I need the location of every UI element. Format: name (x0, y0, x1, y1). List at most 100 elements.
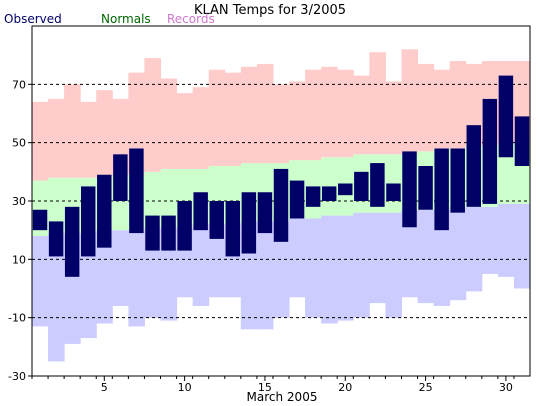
record-low-band (385, 212, 402, 318)
record-high-band (192, 87, 210, 169)
observed-bar (129, 148, 144, 234)
observed-bar (273, 168, 289, 242)
record-low-band (192, 224, 210, 306)
observed-bar (161, 215, 176, 251)
record-low-band (112, 230, 129, 306)
record-low-band (417, 209, 435, 304)
record-high-band (208, 69, 226, 166)
record-low-band (369, 212, 386, 304)
record-low-band (160, 227, 178, 321)
observed-bar (289, 180, 305, 219)
y-tick-label: 30 (12, 195, 26, 208)
observed-bar (434, 148, 449, 231)
record-low-band (321, 215, 338, 324)
record-high-band (353, 75, 370, 155)
record-high-band (385, 81, 402, 155)
record-high-band (144, 58, 162, 172)
x-tick-label: 20 (338, 381, 352, 394)
observed-bar (97, 174, 112, 248)
record-low-band (513, 203, 531, 289)
record-low-band (449, 206, 467, 301)
record-low-band (353, 212, 370, 318)
observed-bar (305, 186, 321, 207)
record-low-band (96, 230, 113, 324)
x-tick-label: 15 (258, 381, 272, 394)
record-high-band (80, 101, 97, 178)
observed-bar (209, 201, 224, 239)
observed-bar (354, 171, 369, 201)
observed-bar (482, 98, 498, 204)
record-low-band (32, 236, 49, 327)
y-tick-label: 10 (12, 253, 26, 266)
record-high-band (176, 93, 194, 169)
legend-observed: Observed (4, 12, 62, 26)
record-high-band (256, 63, 274, 164)
observed-bar (466, 125, 482, 207)
record-low-band (256, 221, 274, 330)
record-low-band (433, 209, 451, 306)
x-tick-label: 25 (419, 381, 433, 394)
observed-bar (32, 209, 48, 231)
plot-area: -30 -10 10 30 50 70 5 10 15 20 25 30 (8, 25, 531, 394)
record-high-band (449, 61, 467, 149)
record-high-band (289, 81, 306, 161)
record-high-band (272, 84, 290, 164)
record-high-band (32, 101, 49, 181)
observed-bar (338, 183, 353, 196)
observed-bar (48, 221, 64, 257)
x-axis-label: March 2005 (247, 390, 318, 404)
observed-bar (450, 148, 465, 213)
y-tick-label: 70 (12, 78, 26, 91)
observed-bar (241, 192, 257, 254)
y-tick-label: -30 (8, 370, 26, 383)
record-high-band (240, 66, 258, 164)
record-low-band (289, 218, 306, 298)
observed-bar (193, 192, 208, 231)
chart-title: KLAN Temps for 3/2005 (194, 3, 346, 18)
observed-bar (145, 215, 160, 251)
observed-bar (113, 154, 128, 201)
y-tick-label: 50 (12, 137, 26, 150)
record-high-band (160, 78, 178, 169)
record-low-band (337, 215, 354, 321)
normal-band (144, 171, 162, 228)
observed-bar (80, 186, 96, 257)
record-low-band (401, 209, 419, 298)
record-low-band (497, 203, 515, 277)
observed-bar (418, 166, 433, 210)
record-high-band (96, 90, 113, 178)
record-high-band (433, 69, 451, 149)
record-low-band (208, 224, 226, 298)
observed-bar (257, 192, 273, 234)
observed-bar (321, 186, 337, 201)
record-high-band (417, 63, 435, 152)
record-low-band (128, 230, 145, 327)
normal-band (160, 168, 178, 228)
observed-bar (402, 151, 417, 228)
y-tick-label: -10 (8, 312, 26, 325)
normal-band (497, 142, 515, 204)
record-low-band (272, 221, 290, 318)
x-tick-label: 5 (101, 381, 108, 394)
observed-bar (177, 201, 192, 251)
record-high-band (48, 98, 65, 178)
observed-bar (64, 206, 80, 277)
observed-bar (498, 75, 514, 158)
legend-records: Records (167, 12, 215, 26)
observed-bar (514, 116, 530, 166)
normal-band (48, 177, 65, 234)
record-high-band (401, 49, 419, 155)
record-high-band (321, 66, 338, 158)
observed-bar (386, 183, 401, 201)
normal-band (321, 157, 338, 216)
record-high-band (64, 84, 81, 178)
record-high-band (337, 69, 354, 158)
x-tick-label: 10 (178, 381, 192, 394)
observed-bar (370, 163, 385, 207)
record-low-band (48, 233, 65, 362)
observed-bar (225, 201, 241, 257)
record-low-band (481, 206, 499, 274)
record-low-band (305, 218, 322, 318)
legend-normals: Normals (101, 12, 151, 26)
